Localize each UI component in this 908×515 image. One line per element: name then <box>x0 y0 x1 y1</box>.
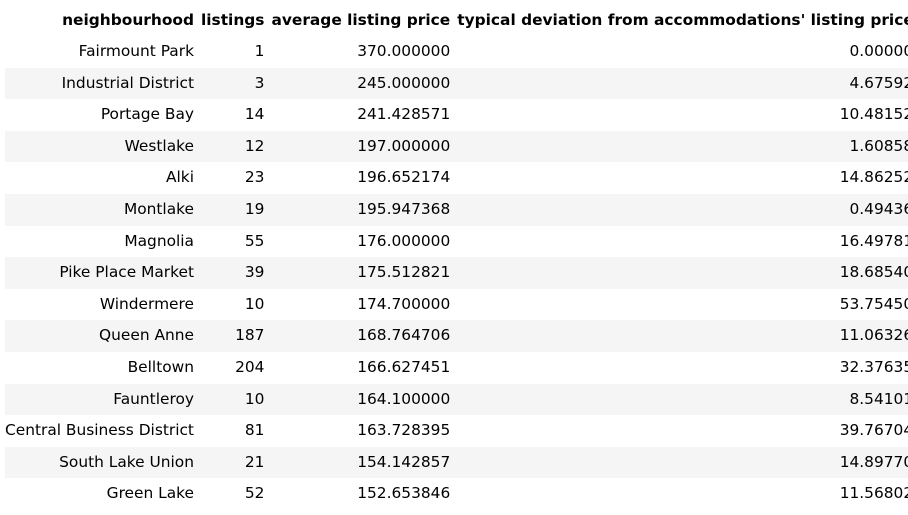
table-row: Central Business District 81 163.728395 … <box>5 415 908 447</box>
table-row: Industrial District 3 245.000000 4.67592… <box>5 67 908 100</box>
row-neighbourhood: Pike Place Market <box>59 263 194 282</box>
row-deviation: 16.497812 <box>839 231 908 250</box>
row-neighbourhood: Alki <box>165 168 194 187</box>
row-listings: 187 <box>235 326 265 345</box>
table-row: Montlake 19 195.947368 0.494363 <box>5 193 908 226</box>
column-header-neighbourhood: neighbourhood <box>62 11 194 29</box>
row-deviation: 18.685403 <box>839 263 908 282</box>
row-neighbourhood: South Lake Union <box>59 452 194 471</box>
row-deviation: 32.376357 <box>839 357 908 376</box>
row-average-price: 166.627451 <box>357 357 451 376</box>
row-neighbourhood: Portage Bay <box>100 105 194 124</box>
row-neighbourhood: Magnolia <box>124 231 194 250</box>
table-row: Portage Bay 14 241.428571 10.481521 <box>5 99 908 131</box>
table-row: Belltown 204 166.627451 32.376357 <box>5 351 908 384</box>
table-row: Windermere 10 174.700000 53.754500 <box>5 288 908 321</box>
row-average-price: 152.653846 <box>357 484 451 503</box>
row-average-price: 174.700000 <box>357 294 451 313</box>
table-row: Westlake 12 197.000000 1.608584 <box>5 130 908 163</box>
row-listings: 14 <box>244 105 265 124</box>
column-header-average-listing-price: average listing price <box>271 11 451 29</box>
row-neighbourhood: Montlake <box>123 199 194 218</box>
row-listings: 10 <box>244 294 265 313</box>
row-average-price: 245.000000 <box>357 73 451 92</box>
table-row: Magnolia 55 176.000000 16.497812 <box>5 225 908 258</box>
row-average-price: 163.728395 <box>357 421 451 440</box>
row-average-price: 154.142857 <box>357 452 451 471</box>
table-row: Fairmount Park 1 370.000000 0.000000 <box>5 36 908 68</box>
row-neighbourhood: Queen Anne <box>99 326 194 345</box>
row-listings: 12 <box>244 136 265 155</box>
table-row: Green Lake 52 152.653846 11.568027 <box>5 478 908 510</box>
column-header-typical-deviation: typical deviation from accommodations' l… <box>457 11 908 29</box>
row-listings: 3 <box>254 73 265 92</box>
row-neighbourhood: Belltown <box>127 357 194 376</box>
row-deviation: 1.608584 <box>849 136 908 155</box>
row-average-price: 176.000000 <box>357 231 451 250</box>
row-deviation: 0.494363 <box>849 199 908 218</box>
row-average-price: 370.000000 <box>357 42 451 60</box>
table-row: Queen Anne 187 168.764706 11.063264 <box>5 320 908 352</box>
row-listings: 10 <box>244 389 265 408</box>
table-row: Pike Place Market 39 175.512821 18.68540… <box>5 257 908 289</box>
row-neighbourhood: Westlake <box>124 136 194 155</box>
row-listings: 55 <box>244 231 265 250</box>
row-deviation: 0.000000 <box>849 42 908 60</box>
row-listings: 204 <box>235 357 265 376</box>
row-neighbourhood: Fauntleroy <box>113 389 194 408</box>
row-neighbourhood: Fairmount Park <box>78 42 194 60</box>
dataframe-output: neighbourhood listings average listing p… <box>5 5 908 510</box>
row-average-price: 164.100000 <box>357 389 451 408</box>
row-listings: 81 <box>244 421 265 440</box>
row-average-price: 241.428571 <box>357 105 451 124</box>
row-deviation: 8.541011 <box>849 389 908 408</box>
row-deviation: 39.767041 <box>839 421 908 440</box>
table-body: Fairmount Park 1 370.000000 0.000000 Ind… <box>5 36 908 510</box>
row-neighbourhood: Industrial District <box>61 73 194 92</box>
table-row: Alki 23 196.652174 14.862521 <box>5 162 908 194</box>
table-row: Fauntleroy 10 164.100000 8.541011 <box>5 383 908 416</box>
table-row: South Lake Union 21 154.142857 14.897705 <box>5 446 908 479</box>
row-deviation: 14.897705 <box>839 452 908 471</box>
row-listings: 1 <box>254 42 265 60</box>
row-listings: 23 <box>244 168 265 187</box>
row-deviation: 4.675926 <box>849 73 908 92</box>
row-neighbourhood: Central Business District <box>5 421 194 440</box>
row-deviation: 11.568027 <box>839 484 908 503</box>
table-header: neighbourhood listings average listing p… <box>5 5 908 36</box>
row-listings: 19 <box>244 199 265 218</box>
row-deviation: 53.754500 <box>839 294 908 313</box>
row-listings: 52 <box>244 484 265 503</box>
column-header-listings: listings <box>200 11 265 29</box>
row-deviation: 10.481521 <box>839 105 908 124</box>
row-listings: 21 <box>244 452 265 471</box>
row-neighbourhood: Green Lake <box>106 484 194 503</box>
row-deviation: 14.862521 <box>839 168 908 187</box>
row-average-price: 195.947368 <box>357 199 451 218</box>
row-deviation: 11.063264 <box>839 326 908 345</box>
row-average-price: 196.652174 <box>357 168 451 187</box>
row-listings: 39 <box>244 263 265 282</box>
row-neighbourhood: Windermere <box>99 294 194 313</box>
row-average-price: 175.512821 <box>357 263 451 282</box>
header-row: neighbourhood listings average listing p… <box>5 5 908 36</box>
row-average-price: 168.764706 <box>357 326 451 345</box>
row-average-price: 197.000000 <box>357 136 451 155</box>
dataframe-table: neighbourhood listings average listing p… <box>5 5 908 510</box>
